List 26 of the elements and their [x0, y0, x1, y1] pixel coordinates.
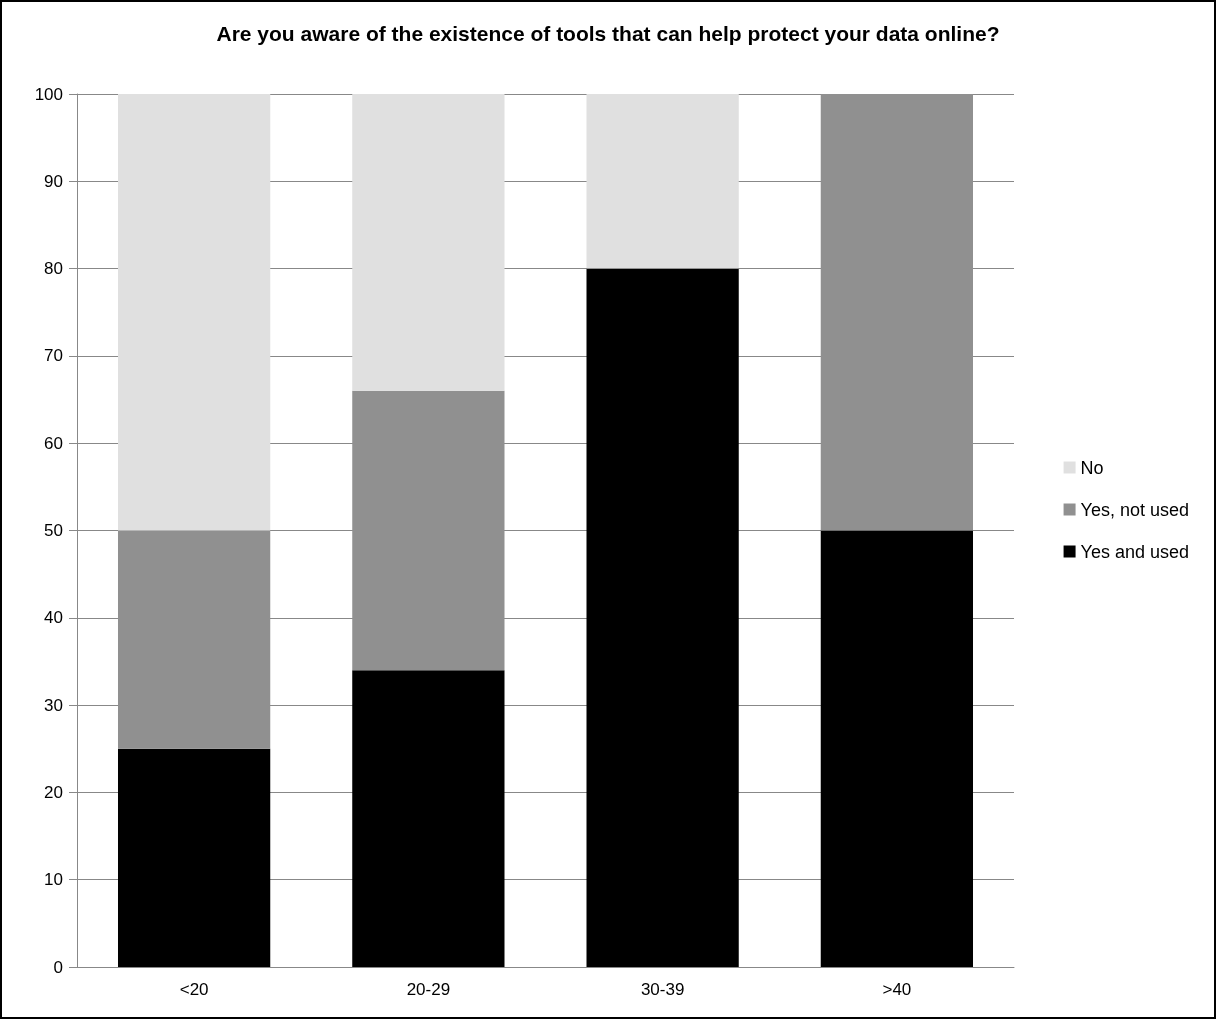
bar	[117, 94, 271, 531]
bar	[586, 268, 739, 967]
bar	[820, 530, 974, 967]
y-tick-label: 40	[44, 608, 63, 628]
x-tick-label: 20-29	[406, 980, 451, 999]
legend-label: Yes and used	[1080, 541, 1190, 562]
bar	[117, 748, 271, 967]
x-tick-label: 30-39	[640, 980, 685, 999]
legend-label: No	[1080, 457, 1104, 478]
x-tick-label: <20	[179, 980, 209, 999]
y-tick-label: 60	[44, 433, 63, 453]
chart-title: Are you aware of the existence of tools that can help protect your data online?	[216, 22, 1000, 45]
y-tick-label: 50	[44, 521, 63, 540]
y-tick-label: 70	[44, 346, 63, 366]
bar	[586, 94, 739, 269]
y-tick-label: 30	[44, 695, 63, 715]
y-tick-label: 90	[44, 171, 63, 191]
y-tick-label: 100	[34, 84, 63, 104]
y-tick-label: 10	[44, 870, 63, 890]
bar	[352, 94, 505, 391]
y-tick-label: 20	[44, 782, 63, 802]
y-tick-label: 0	[53, 957, 63, 977]
x-tick-label: >40	[882, 980, 912, 999]
legend-label: Yes, not used	[1080, 499, 1189, 520]
y-tick-label: 80	[44, 259, 63, 279]
bar	[352, 670, 505, 967]
